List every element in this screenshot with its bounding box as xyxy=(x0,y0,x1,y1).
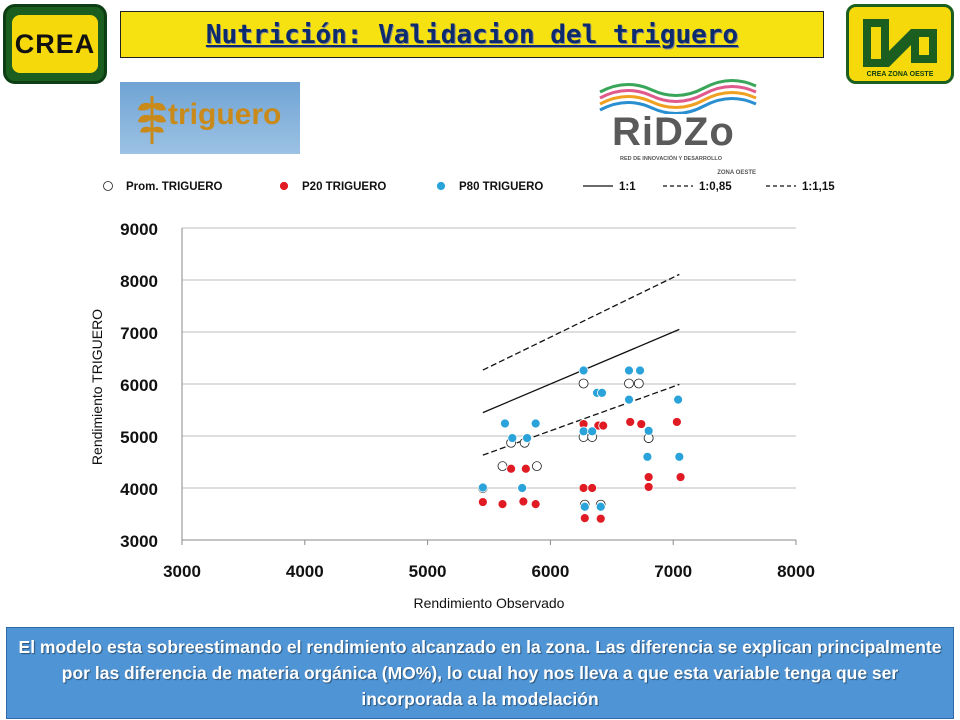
slide-title: Nutrición: Validacion del triguero xyxy=(205,19,739,50)
slide-title-box: Nutrición: Validacion del triguero xyxy=(120,11,824,58)
crea-zona-oeste-logo: CREA ZONA OESTE xyxy=(846,4,954,84)
data-point-p80 xyxy=(635,365,645,376)
data-point-p20 xyxy=(671,417,682,427)
triguero-logo: triguero xyxy=(120,82,300,154)
data-point-p80 xyxy=(595,501,606,512)
data-point-p20 xyxy=(520,463,531,474)
data-point-p80 xyxy=(673,394,684,405)
y-tick-label: 4000 xyxy=(120,480,158,499)
data-point-p80 xyxy=(624,365,634,376)
scatter-chart: 3000 4000 5000 6000 7000 8000 9000 3000 4000 5000… xyxy=(89,181,835,611)
series-line-1-0-85 xyxy=(482,383,680,456)
ridzo-logo-subtitle: RED DE INNOVACIÓN Y DESARROLLO xyxy=(620,156,723,162)
data-point-p20 xyxy=(595,513,606,524)
crea-logo: CREA xyxy=(3,4,107,84)
y-axis-label: Rendimiento TRIGUERO xyxy=(89,309,105,465)
x-tick-label: 5000 xyxy=(409,562,447,581)
legend-label: 1:1,15 xyxy=(802,181,835,193)
data-point-prom xyxy=(578,378,589,389)
x-tick-label: 6000 xyxy=(531,562,569,581)
legend-label: 1:1 xyxy=(619,181,636,193)
zona-oeste-caption: CREA ZONA OESTE xyxy=(866,71,934,78)
data-point-p80 xyxy=(578,365,589,376)
data-point-p20 xyxy=(530,499,541,510)
data-point-p20 xyxy=(518,496,529,507)
y-tick-label: 8000 xyxy=(120,272,158,291)
data-point-p80 xyxy=(578,426,589,437)
data-point-p80 xyxy=(517,483,528,493)
y-tick-label: 9000 xyxy=(120,220,158,239)
data-point-p80 xyxy=(522,433,532,443)
data-point-p80 xyxy=(624,394,634,405)
y-tick-label: 3000 xyxy=(120,532,158,551)
y-tick-label: 7000 xyxy=(120,324,158,343)
data-point-p20 xyxy=(578,483,589,493)
x-tick-label: 8000 xyxy=(777,562,815,581)
data-point-p80 xyxy=(643,425,654,436)
data-point-p80 xyxy=(642,451,653,462)
data-point-prom xyxy=(624,378,634,389)
data-point-p80 xyxy=(587,426,598,437)
legend-label: P80 TRIGUERO xyxy=(459,181,543,193)
data-point-p20 xyxy=(598,420,609,431)
data-point-prom xyxy=(531,461,542,472)
data-point-p20 xyxy=(579,513,590,524)
data-point-p20 xyxy=(477,497,488,507)
legend-label: P20 TRIGUERO xyxy=(302,181,386,193)
legend-marker xyxy=(103,181,113,191)
ridzo-logo: RiDZo RED DE INNOVACIÓN Y DESARROLLO ZON… xyxy=(596,74,766,182)
zona-oeste-mark-icon xyxy=(863,19,937,67)
triguero-logo-text: triguero xyxy=(168,98,282,131)
data-point-p20 xyxy=(625,417,636,427)
legend-label: 1:0,85 xyxy=(699,181,732,193)
x-tick-label: 3000 xyxy=(163,562,201,581)
legend-marker xyxy=(436,181,446,191)
ridzo-logo-text: RiDZo xyxy=(612,110,735,154)
x-axis-label: Rendimiento Observado xyxy=(414,595,565,611)
x-tick-label: 4000 xyxy=(286,562,324,581)
data-point-p20 xyxy=(675,472,686,482)
x-tick-label: 7000 xyxy=(654,562,692,581)
data-point-prom xyxy=(633,378,644,389)
data-point-p80 xyxy=(500,418,510,429)
data-point-p80 xyxy=(674,451,685,462)
data-point-prom xyxy=(497,461,508,472)
ridzo-waves-icon xyxy=(599,79,757,114)
crea-logo-text: CREA xyxy=(14,28,96,59)
legend-marker xyxy=(279,181,289,191)
series-line-1-1-15 xyxy=(482,273,680,371)
crea-logo-badge: CREA xyxy=(12,15,98,73)
data-point-p80 xyxy=(477,482,488,493)
conclusion-text: El modelo esta sobreestimando el rendimi… xyxy=(18,637,942,709)
data-point-p80 xyxy=(597,387,607,398)
data-point-p20 xyxy=(587,483,598,493)
data-point-p80 xyxy=(579,501,590,512)
y-tick-label: 6000 xyxy=(120,376,158,395)
ridzo-logo-subtitle-2: ZONA OESTE xyxy=(717,170,756,176)
data-point-p80 xyxy=(507,433,518,443)
data-point-p20 xyxy=(506,463,517,474)
y-tick-label: 5000 xyxy=(120,428,158,447)
conclusion-box: El modelo esta sobreestimando el rendimi… xyxy=(6,627,954,719)
data-point-p80 xyxy=(530,418,541,429)
data-point-p20 xyxy=(643,482,654,492)
wheat-icon xyxy=(138,96,166,144)
data-point-p20 xyxy=(643,472,654,482)
data-point-p20 xyxy=(636,419,647,429)
data-point-p20 xyxy=(497,499,508,510)
legend-label: Prom. TRIGUERO xyxy=(126,181,223,193)
